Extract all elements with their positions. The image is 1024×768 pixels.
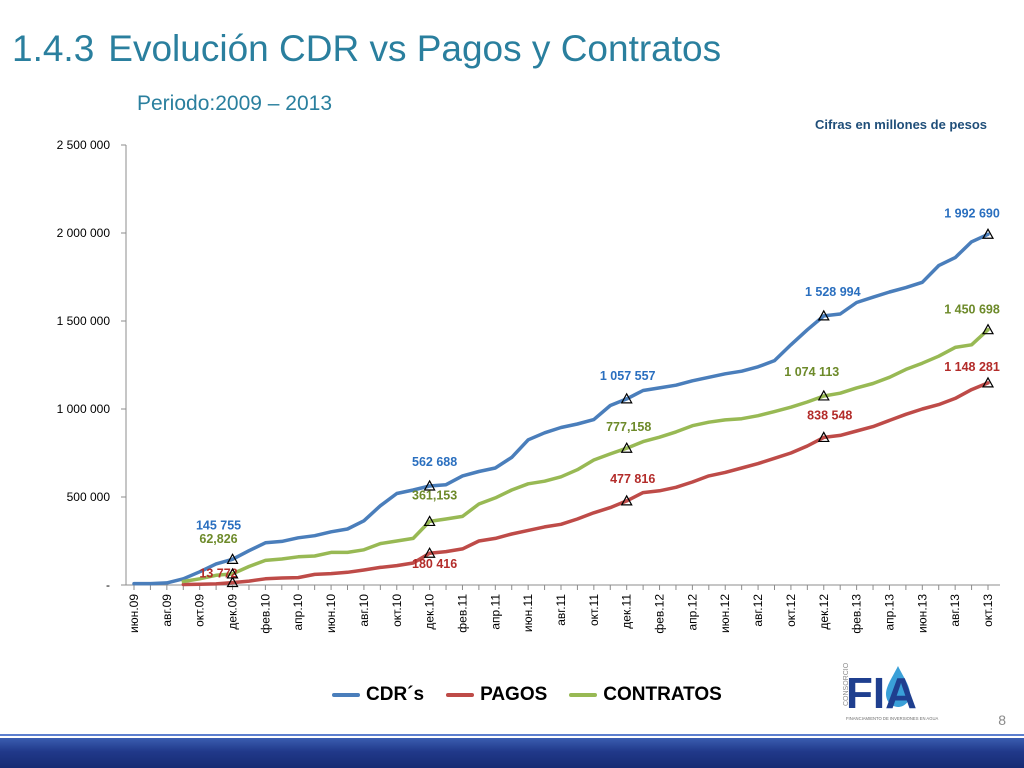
chart-legend: CDR´s PAGOS CONTRATOS xyxy=(332,684,744,706)
legend-label-pagos: PAGOS xyxy=(480,684,548,705)
data-label: 1 074 113 xyxy=(784,365,839,379)
legend-item-cdr: CDR´s xyxy=(332,684,424,706)
footer-bar xyxy=(0,738,1024,768)
series-line-pagos xyxy=(181,381,990,587)
y-tick-label: 500 000 xyxy=(67,490,111,504)
x-tick-label: окт.12 xyxy=(784,594,798,627)
triangle-marker xyxy=(817,389,830,401)
legend-item-pagos: PAGOS xyxy=(446,684,547,706)
x-tick-label: окт.11 xyxy=(587,594,601,626)
x-tick-label: апр.13 xyxy=(882,594,896,631)
x-tick-label: июн.11 xyxy=(521,594,535,632)
x-tick-label: фев.13 xyxy=(850,594,864,634)
y-tick-label: 1 000 000 xyxy=(57,402,111,416)
slide-title: 1.4.3 Evolución CDR vs Pagos y Contratos xyxy=(12,28,721,70)
x-tick-label: фев.12 xyxy=(653,594,667,634)
y-tick-label: 2 000 000 xyxy=(57,226,111,240)
triangle-marker xyxy=(423,515,436,527)
data-label: 62,826 xyxy=(199,532,237,546)
logo-text: FIA xyxy=(846,669,917,718)
x-tick-label: авг.11 xyxy=(554,594,568,626)
triangle-marker xyxy=(226,576,239,588)
line-chart: - 500 000 1 000 000 1 500 000 2 000 000 2 500… xyxy=(57,138,1000,634)
x-tick-label: апр.12 xyxy=(685,594,699,631)
data-label: 477 816 xyxy=(610,472,655,486)
series-line-contratos xyxy=(181,327,990,584)
triangle-marker xyxy=(226,553,239,564)
legend-swatch-contratos xyxy=(569,693,598,697)
legend-swatch-pagos xyxy=(446,693,475,697)
legend-label-cdr: CDR´s xyxy=(366,684,425,705)
triangle-marker xyxy=(620,494,633,506)
triangle-marker xyxy=(981,228,995,239)
x-tick-label: апр.10 xyxy=(291,594,305,631)
page-number: 8 xyxy=(998,712,1006,728)
x-tick-label: июн.09 xyxy=(127,594,141,633)
triangle-marker xyxy=(423,547,436,558)
triangle-marker xyxy=(817,309,830,321)
slide-title-text: Evolución CDR vs Pagos y Contratos xyxy=(108,28,722,69)
legend-label-contratos: CONTRATOS xyxy=(603,684,722,705)
slide-subtitle: Periodo:2009 – 2013 xyxy=(137,92,332,115)
data-label: 1 528 994 xyxy=(805,285,861,299)
data-label: 1 450 698 xyxy=(944,303,1000,317)
x-tick-label: июн.10 xyxy=(324,594,338,633)
fia-logo: CONSORCIO FIA FINANCIAMIENTO DE INVERSIO… xyxy=(843,662,939,721)
legend-item-contratos: CONTRATOS xyxy=(569,684,722,706)
x-tick-label: авг.10 xyxy=(357,594,371,627)
x-tick-label: дек.12 xyxy=(817,594,831,630)
data-label: 361,153 xyxy=(412,488,457,502)
triangle-marker xyxy=(226,567,239,579)
y-tick-label: 1 500 000 xyxy=(57,314,111,328)
x-tick-label: дек.10 xyxy=(423,594,437,630)
data-label: 180 416 xyxy=(412,557,457,571)
x-tick-label: авг.12 xyxy=(751,594,765,627)
x-tick-label: окт.10 xyxy=(390,594,404,627)
data-label: 1 148 281 xyxy=(944,360,1000,374)
logo-side-text: CONSORCIO xyxy=(843,662,850,706)
triangle-marker xyxy=(620,441,633,453)
triangle-marker xyxy=(981,323,995,335)
x-tick-label: фев.10 xyxy=(258,594,272,634)
y-tick-label: 2 500 000 xyxy=(57,138,111,152)
x-tick-label: окт.09 xyxy=(193,594,207,627)
logo-tagline: FINANCIAMIENTO DE INVERSIONES EN AGUA xyxy=(846,716,939,721)
data-label: 838 548 xyxy=(807,408,852,422)
water-drop-icon xyxy=(886,666,910,707)
footer-line xyxy=(0,734,1024,736)
series-line-cdrs xyxy=(132,232,990,586)
data-label: 562 688 xyxy=(412,455,457,469)
y-tick-label: - xyxy=(106,578,110,592)
x-tick-label: дек.09 xyxy=(226,594,240,630)
legend-swatch-cdr xyxy=(332,693,360,697)
x-tick-label: июн.13 xyxy=(915,594,929,633)
x-tick-label: авг.09 xyxy=(160,594,174,627)
x-tick-label: окт.13 xyxy=(981,594,995,627)
x-tick-label: фев.11 xyxy=(455,594,469,633)
units-note: Cifras en millones de pesos xyxy=(815,117,987,132)
data-label: 1 057 557 xyxy=(600,369,656,383)
x-tick-label: дек.11 xyxy=(620,594,634,629)
data-label: 777,158 xyxy=(606,420,651,434)
x-tick-label: авг.13 xyxy=(948,594,962,627)
triangle-marker xyxy=(423,479,436,491)
x-tick-label: июн.12 xyxy=(718,594,732,633)
triangle-marker xyxy=(620,392,633,404)
data-label: 1 992 690 xyxy=(944,206,1000,220)
triangle-marker xyxy=(817,431,830,443)
triangle-marker xyxy=(981,376,995,388)
data-label: 145 755 xyxy=(196,518,241,532)
slide-title-number: 1.4.3 xyxy=(12,28,95,69)
x-tick-label: апр.11 xyxy=(488,594,502,630)
